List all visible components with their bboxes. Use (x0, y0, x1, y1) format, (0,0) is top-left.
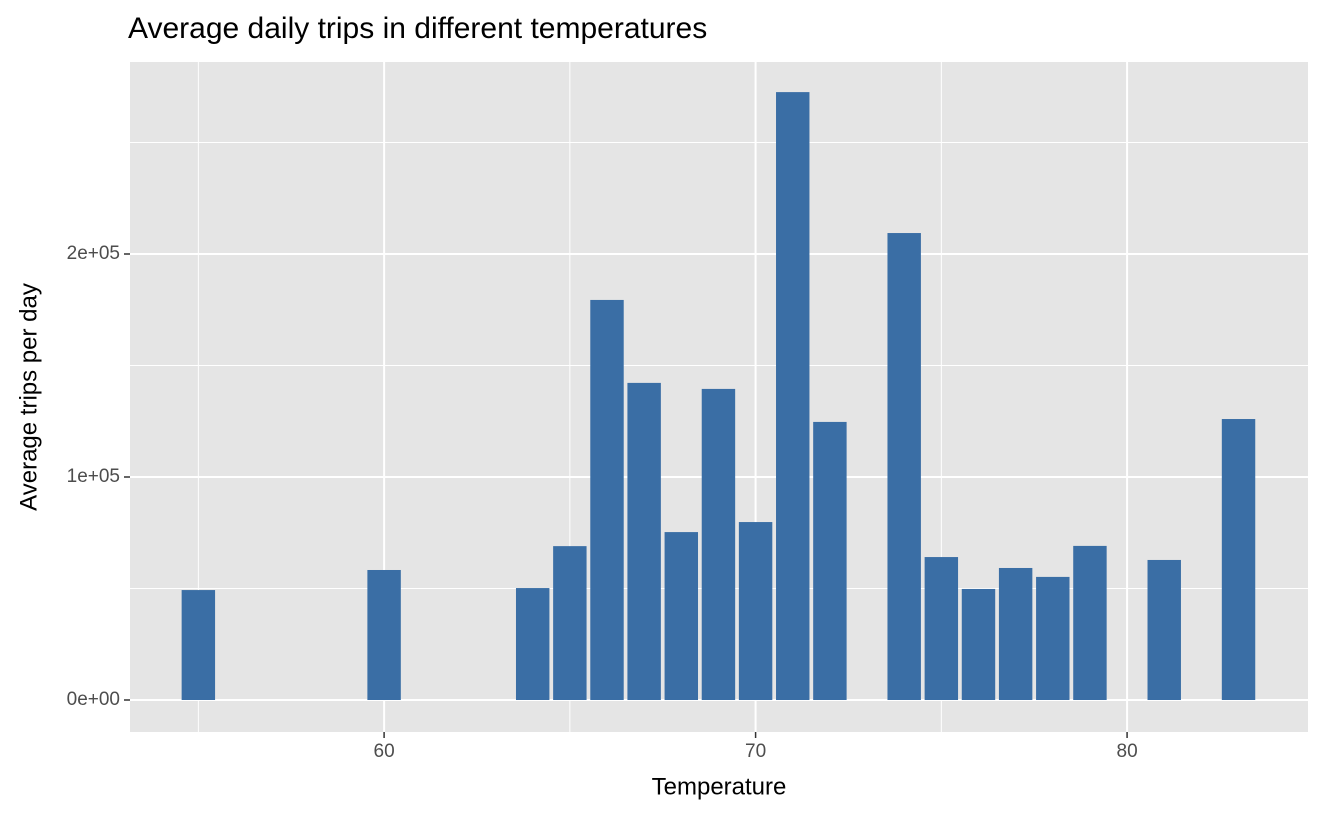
y-tick-label: 1e+05 (67, 466, 120, 487)
y-axis-title: Average trips per day (15, 283, 42, 511)
bar (1036, 576, 1070, 700)
x-tick-label: 60 (374, 741, 395, 762)
bar (738, 522, 773, 700)
x-axis-title: Temperature (652, 773, 787, 800)
bar (553, 546, 587, 700)
bar (664, 532, 699, 700)
bar (181, 590, 216, 700)
x-tick-label: 80 (1117, 741, 1138, 762)
bar (776, 92, 810, 700)
bar (1147, 559, 1181, 700)
bar (701, 388, 736, 700)
bar (961, 588, 996, 700)
bar (813, 421, 847, 700)
bar (924, 557, 959, 700)
chart-title: Average daily trips in different tempera… (128, 12, 707, 45)
y-tick-label: 2e+05 (67, 243, 120, 264)
bar (998, 567, 1033, 700)
bar (367, 569, 401, 700)
y-tick-label: 0e+00 (67, 689, 120, 710)
x-tick-label: 70 (745, 741, 766, 762)
bar (515, 588, 550, 700)
bar (1221, 419, 1256, 700)
bar (1073, 545, 1107, 700)
bar (590, 299, 624, 700)
bar (887, 233, 921, 700)
bar (627, 382, 661, 700)
